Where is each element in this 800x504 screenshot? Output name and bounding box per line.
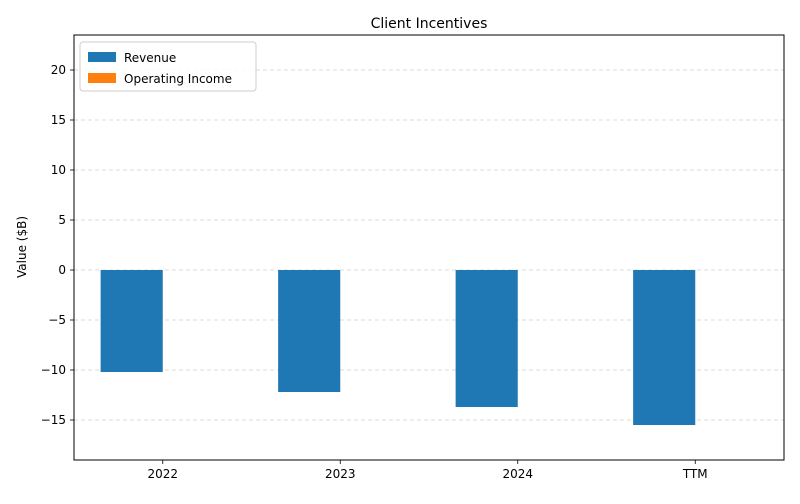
x-tick-label: 2024 (502, 467, 533, 481)
x-tick-label: TTM (682, 467, 708, 481)
y-tick-label: −5 (48, 313, 66, 327)
legend-label: Revenue (124, 51, 176, 65)
y-tick-label: 0 (58, 263, 66, 277)
legend-swatch (88, 52, 116, 62)
y-axis-label: Value ($B) (15, 216, 29, 278)
legend-swatch (88, 73, 116, 83)
plot-frame (73, 34, 785, 461)
legend-box (79, 41, 257, 92)
bar-revenue-2022 (100, 270, 163, 372)
axes: −15 −10 −5 0 5 10 15 20 2022 2023 2024 TTM (41, 34, 785, 481)
bar-revenue-2023 (278, 270, 341, 392)
bar-revenue-2024 (455, 270, 518, 407)
x-tick-label: 2023 (325, 467, 356, 481)
y-tick-label: 15 (51, 113, 66, 127)
bar-revenue-ttm (633, 270, 696, 425)
y-tick-label: 10 (51, 163, 66, 177)
y-tick-label: 20 (51, 63, 66, 77)
legend: Revenue Operating Income (79, 41, 257, 92)
bars (100, 270, 696, 425)
y-tick-label: −15 (41, 413, 66, 427)
y-tick-label: −10 (41, 363, 66, 377)
x-tick-label: 2022 (147, 467, 178, 481)
y-tick-label: 5 (58, 213, 66, 227)
legend-label: Operating Income (124, 72, 232, 86)
chart-title: Client Incentives (371, 16, 488, 32)
